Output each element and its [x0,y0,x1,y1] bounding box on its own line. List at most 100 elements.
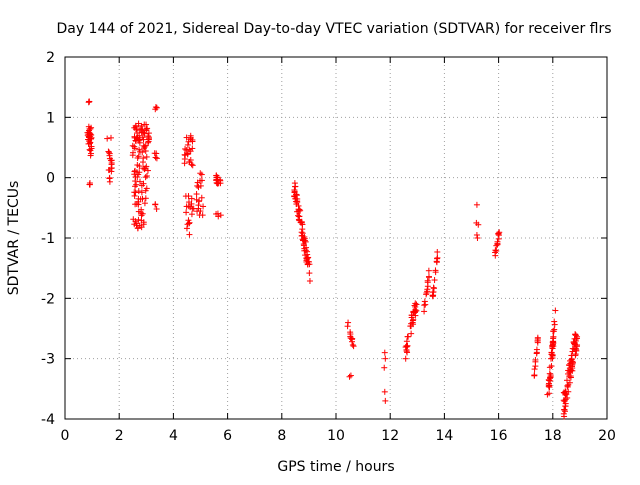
data-point [532,363,539,370]
data-point [421,298,428,305]
data-point [549,345,556,352]
data-point [298,232,305,239]
data-point [135,208,142,215]
data-point [139,134,146,141]
data-point [300,242,307,249]
data-point [136,139,143,146]
grid-layer [65,57,607,419]
y-tick-label: 1 [46,110,55,126]
data-point [134,134,141,141]
data-point [534,338,541,345]
data-point [349,341,356,348]
data-point [381,388,388,395]
data-point [141,200,148,207]
data-point [306,270,313,277]
data-point [86,181,93,188]
data-point [134,174,141,181]
data-point [85,136,92,143]
data-point [107,134,114,141]
data-point [563,377,570,384]
data-point [181,160,188,167]
data-point [198,171,205,178]
data-point [493,242,500,249]
data-point [139,149,146,156]
data-point [137,178,144,185]
x-tick-label: 4 [169,428,178,444]
data-point [216,176,223,183]
data-point [153,104,160,111]
data-point [492,252,499,259]
data-point [549,338,556,345]
points-layer [84,98,581,420]
data-point [299,226,306,233]
data-point [142,174,149,181]
data-point [87,147,94,154]
data-point [133,181,140,188]
data-point [413,301,420,308]
data-point [88,124,95,131]
data-point [382,397,389,404]
data-point [152,201,159,208]
data-point [404,333,411,340]
data-point [138,122,145,129]
y-tick-label: -2 [41,291,55,307]
data-point [184,141,191,148]
data-point [549,352,556,359]
data-point [350,343,357,350]
data-point [296,206,303,213]
data-point [131,192,138,199]
data-point [295,212,302,219]
data-point [306,278,313,285]
data-point [295,207,302,214]
data-point [551,318,558,325]
data-point [572,332,579,339]
data-point [408,323,415,330]
data-point [569,359,576,366]
data-point [185,193,192,200]
data-point [132,178,139,185]
data-point [143,126,150,133]
x-tick-label: 16 [490,428,508,444]
x-axis-label: GPS time / hours [277,459,394,475]
data-point [564,383,571,390]
data-point [153,206,160,213]
data-point [561,406,568,413]
data-point [88,143,95,150]
data-point [141,143,148,150]
data-point [188,161,195,168]
x-tick-label: 6 [223,428,232,444]
data-point [129,152,136,159]
data-point [424,288,431,295]
data-point [133,200,140,207]
data-point [548,349,555,356]
data-point [194,208,201,215]
data-point [145,130,152,137]
data-point [291,192,298,199]
data-point [193,191,200,198]
data-point [184,150,191,157]
data-point [562,396,569,403]
data-point [187,204,194,211]
data-point [566,362,573,369]
data-point [142,165,149,172]
x-tick-label: 20 [598,428,616,444]
data-point [140,180,147,187]
data-point [475,221,482,228]
data-point [134,154,141,161]
data-point [409,319,416,326]
data-point [189,162,196,169]
data-point [108,159,115,166]
data-point [567,374,574,381]
data-point [87,131,94,138]
y-tick-label: 0 [46,171,55,187]
data-point [195,202,202,209]
x-tick-label: 14 [435,428,453,444]
data-point [292,183,299,190]
x-tick-label: 2 [115,428,124,444]
data-point [133,222,140,229]
data-point [200,203,207,210]
data-point [546,377,553,384]
data-point [131,145,138,152]
x-tick-label: 18 [544,428,562,444]
data-point [568,356,575,363]
